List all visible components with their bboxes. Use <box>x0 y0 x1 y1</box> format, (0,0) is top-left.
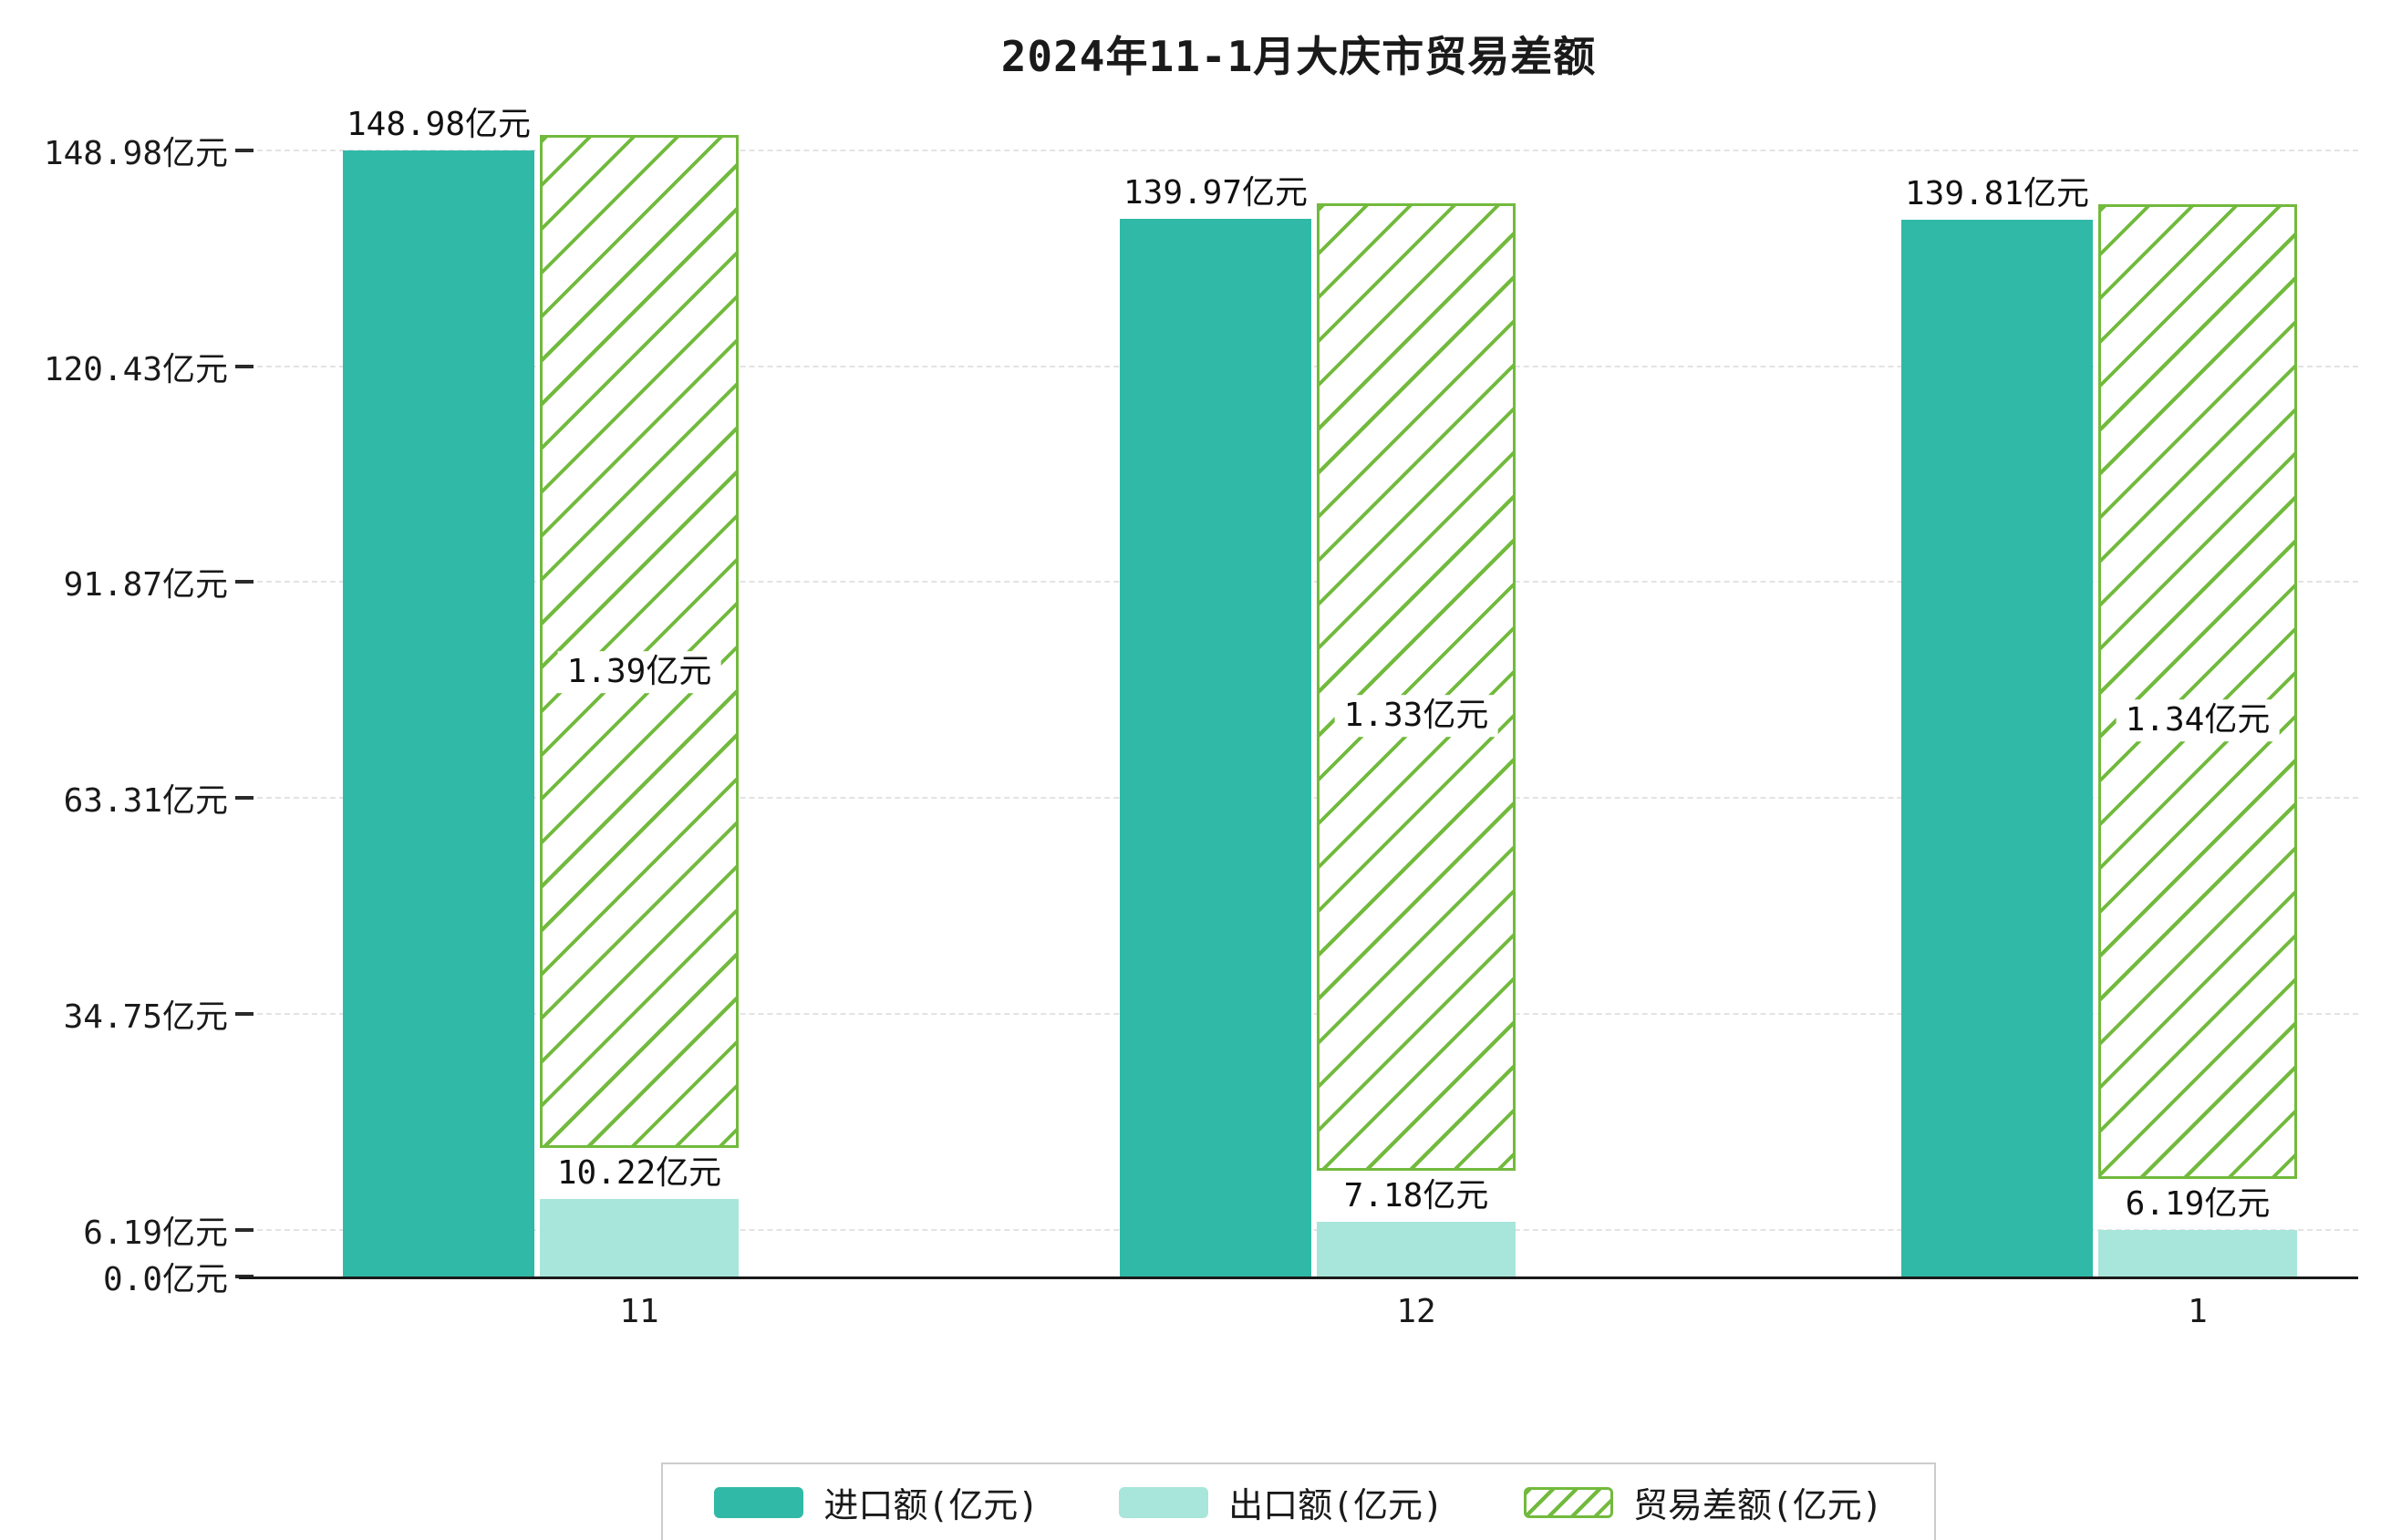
y-tick-label-148.98: 148.98亿元 <box>43 135 228 172</box>
y-tick-label-0: 0.0亿元 <box>102 1261 228 1298</box>
bar-import-11 <box>343 150 534 1276</box>
legend-item-export: 出口额(亿元) <box>1119 1477 1444 1527</box>
bar-balance-hatched-12 <box>1317 202 1516 1172</box>
x-tick-label-11: 11 <box>619 1293 659 1330</box>
x-axis-line <box>239 1276 2358 1279</box>
value-label-balance-1: 1.34亿元 <box>2116 699 2280 742</box>
value-label-import-11: 148.98亿元 <box>336 104 541 146</box>
x-tick-label-1: 1 <box>2188 1293 2208 1330</box>
bar-export-11 <box>540 1199 739 1276</box>
bar-import-1 <box>1901 220 2093 1276</box>
y-tick-mark-6.19 <box>235 1227 254 1232</box>
grid-line-148.98 <box>239 150 2358 151</box>
chart-title: 2024年11-1月大庆市贸易差额 <box>1000 32 1597 81</box>
value-label-import-1: 139.81亿元 <box>1895 173 2099 215</box>
bar-export-1 <box>2098 1229 2297 1276</box>
legend-swatch-balance-hatched <box>1523 1486 1613 1518</box>
y-tick-mark-63.31 <box>235 796 254 801</box>
y-tick-mark-91.87 <box>235 580 254 584</box>
legend-item-balance: 贸易差额(亿元) <box>1523 1477 1883 1527</box>
y-tick-label-34.75: 34.75亿元 <box>63 997 228 1036</box>
bar-balance-hatched-11 <box>540 135 739 1149</box>
value-label-export-1: 6.19亿元 <box>2116 1183 2280 1225</box>
legend-label-balance: 贸易差额(亿元) <box>1632 1485 1883 1525</box>
legend-swatch-import <box>714 1486 804 1518</box>
y-tick-mark-148.98 <box>235 149 254 152</box>
value-label-balance-11: 1.39亿元 <box>557 651 721 693</box>
legend-swatch-export <box>1119 1486 1209 1518</box>
y-tick-mark-34.75 <box>235 1011 254 1016</box>
y-tick-label-6.19: 6.19亿元 <box>83 1214 228 1252</box>
y-tick-label-63.31: 63.31亿元 <box>63 782 228 821</box>
y-tick-label-120.43: 120.43亿元 <box>43 350 228 388</box>
legend-item-import: 进口额(亿元) <box>714 1477 1039 1527</box>
bar-balance-hatched-1 <box>2098 204 2297 1179</box>
x-tick-label-12: 12 <box>1396 1293 1436 1330</box>
y-tick-mark-120.43 <box>235 364 254 368</box>
value-label-import-12: 139.97亿元 <box>1113 171 1318 214</box>
y-tick-label-91.87: 91.87亿元 <box>63 566 228 605</box>
value-label-export-11: 10.22亿元 <box>547 1152 731 1195</box>
legend-box: 进口额(亿元) 出口额(亿元) 贸易差额(亿元) <box>661 1462 1936 1540</box>
bar-import-12 <box>1120 218 1311 1276</box>
legend-label-export: 出口额(亿元) <box>1228 1485 1444 1525</box>
legend-label-import: 进口额(亿元) <box>823 1485 1040 1525</box>
value-label-export-12: 7.18亿元 <box>1334 1175 1498 1218</box>
bar-export-12 <box>1317 1222 1516 1276</box>
legend: 进口额(亿元) 出口额(亿元) 贸易差额(亿元) <box>239 1462 2358 1540</box>
value-label-balance-12: 1.33亿元 <box>1334 695 1498 738</box>
